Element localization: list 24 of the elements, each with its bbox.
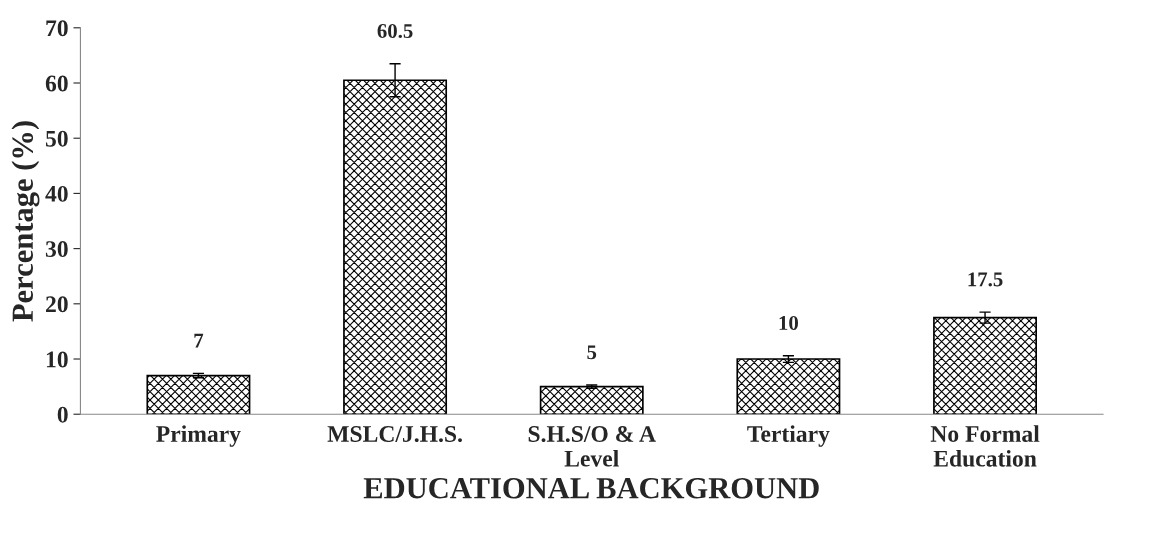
bar (539, 385, 644, 415)
y-tick-label: 0 (57, 406, 68, 423)
bar (736, 358, 841, 415)
y-tick-label: 10 (46, 351, 68, 368)
y-tick-label: 20 (46, 296, 68, 313)
bar (933, 316, 1038, 415)
x-tick-label: Tertiary (747, 425, 830, 447)
x-axis-title: EDUCATIONAL BACKGROUND (363, 477, 819, 499)
data-label: 60.5 (377, 23, 413, 39)
x-tick-label: MSLC/J.H.S. (327, 426, 462, 443)
bar (146, 374, 251, 415)
data-label: 10 (779, 315, 799, 331)
y-tick-label: 70 (46, 20, 68, 37)
data-label: 7 (194, 333, 204, 348)
y-tick-label: 40 (45, 185, 68, 202)
x-tick-label: Primary (156, 425, 241, 447)
data-label: 5 (587, 345, 597, 360)
y-tick-label: 30 (45, 241, 68, 258)
x-tick-label: S.H.S/O & A Level (528, 426, 656, 467)
y-axis-title: Percentage (%) (11, 121, 40, 322)
x-tick-label: No Formal Education (930, 425, 1040, 467)
data-label: 17.5 (968, 272, 1003, 287)
y-tick-label: 60 (45, 75, 68, 92)
y-tick-label: 50 (45, 130, 68, 147)
